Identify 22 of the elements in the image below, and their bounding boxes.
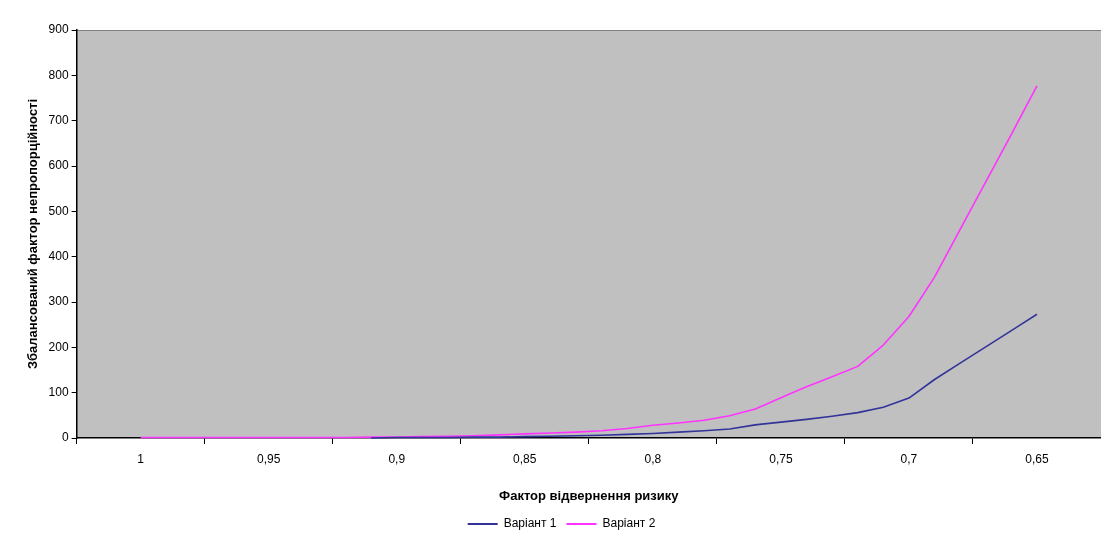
x-axis-title: Фактор відвернення ризику — [499, 487, 680, 503]
y-tick-label: 200 — [48, 339, 69, 354]
y-tick-label: 900 — [48, 22, 69, 37]
x-tick-label: 0,8 — [644, 451, 662, 466]
y-tick-label: 400 — [48, 248, 69, 263]
x-tick-label: 0,9 — [388, 451, 406, 466]
y-tick-label: 800 — [48, 67, 69, 82]
y-axis-title: Збалансований фактор непропорційності — [25, 98, 41, 370]
x-tick-label: 0,7 — [900, 451, 918, 466]
x-tick-label: 0,95 — [257, 451, 281, 466]
legend-label: Варіант 1 — [503, 516, 557, 531]
x-tick-label: 0,75 — [769, 451, 793, 466]
y-tick-label: 100 — [48, 384, 69, 399]
x-tick-label: 1 — [137, 451, 145, 466]
x-tick-label: 0,65 — [1025, 451, 1049, 466]
y-tick-label: 700 — [48, 112, 69, 127]
y-tick-label: 300 — [48, 294, 69, 309]
y-tick-label: 0 — [61, 430, 69, 445]
legend-label: Варіант 2 — [602, 516, 656, 531]
y-tick-label: 600 — [48, 158, 69, 173]
y-tick-label: 500 — [48, 203, 69, 218]
x-tick-label: 0,85 — [513, 451, 537, 466]
